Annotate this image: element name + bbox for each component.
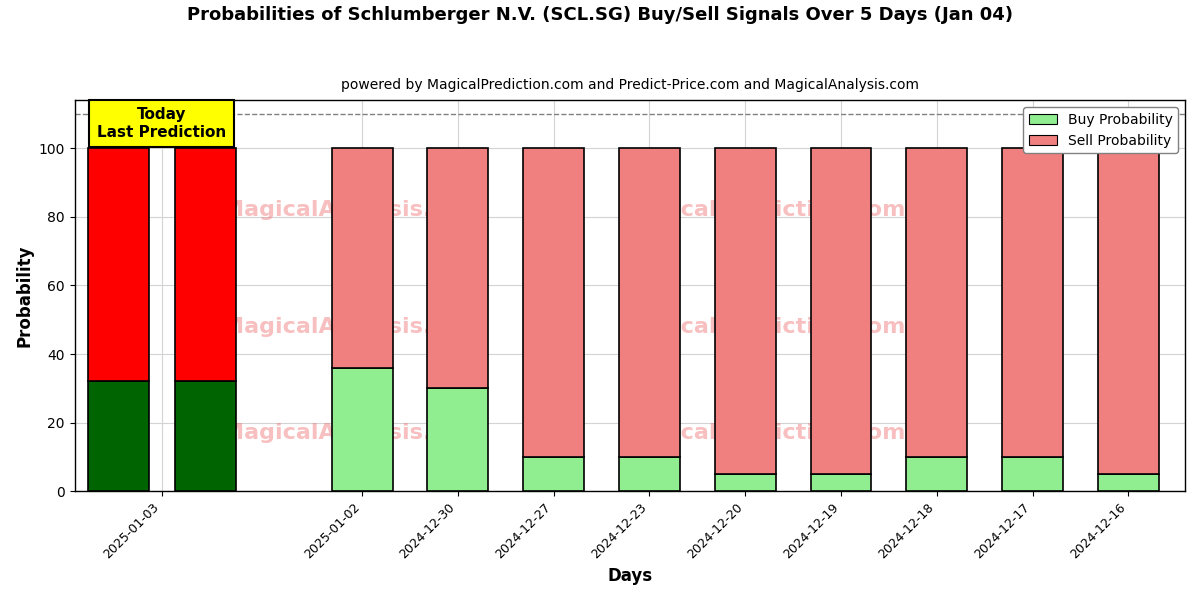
Bar: [88, 148, 149, 382]
Bar: [906, 457, 967, 491]
Bar: [331, 368, 392, 491]
Text: MagicalPrediction.com: MagicalPrediction.com: [620, 317, 906, 337]
Text: MagicalPrediction.com: MagicalPrediction.com: [620, 422, 906, 443]
Title: powered by MagicalPrediction.com and Predict-Price.com and MagicalAnalysis.com: powered by MagicalPrediction.com and Pre…: [341, 78, 919, 92]
Text: Probabilities of Schlumberger N.V. (SCL.SG) Buy/Sell Signals Over 5 Days (Jan 04: Probabilities of Schlumberger N.V. (SCL.…: [187, 6, 1013, 24]
Bar: [715, 474, 775, 491]
Bar: [906, 148, 967, 457]
Bar: [715, 148, 775, 474]
Bar: [331, 148, 392, 368]
Bar: [88, 382, 149, 491]
Bar: [1002, 148, 1063, 457]
Bar: [523, 148, 584, 457]
Text: MagicalAnalysis.com: MagicalAnalysis.com: [222, 317, 482, 337]
Bar: [1098, 474, 1159, 491]
Y-axis label: Probability: Probability: [16, 244, 34, 347]
Bar: [175, 148, 235, 382]
Bar: [810, 148, 871, 474]
Text: MagicalAnalysis.com: MagicalAnalysis.com: [222, 200, 482, 220]
Bar: [1098, 148, 1159, 474]
X-axis label: Days: Days: [607, 567, 653, 585]
Bar: [619, 148, 680, 457]
Bar: [175, 382, 235, 491]
Text: MagicalPrediction.com: MagicalPrediction.com: [620, 200, 906, 220]
Bar: [427, 148, 488, 388]
Legend: Buy Probability, Sell Probability: Buy Probability, Sell Probability: [1024, 107, 1178, 153]
Bar: [619, 457, 680, 491]
Text: MagicalAnalysis.com: MagicalAnalysis.com: [222, 422, 482, 443]
Text: Today
Last Prediction: Today Last Prediction: [97, 107, 227, 140]
Bar: [523, 457, 584, 491]
Bar: [1002, 457, 1063, 491]
Bar: [427, 388, 488, 491]
Bar: [810, 474, 871, 491]
